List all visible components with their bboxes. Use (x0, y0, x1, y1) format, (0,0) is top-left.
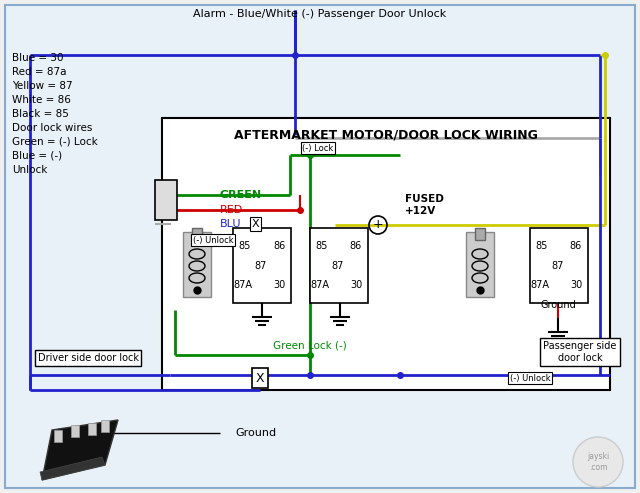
Text: FUSED
+12V: FUSED +12V (405, 194, 444, 216)
Text: (-) Lock: (-) Lock (302, 143, 333, 152)
Text: White = 86: White = 86 (12, 95, 71, 105)
Text: RED: RED (220, 205, 243, 215)
Text: 87: 87 (552, 261, 564, 271)
Text: Red = 87a: Red = 87a (12, 67, 67, 77)
Text: 85: 85 (316, 241, 328, 251)
Bar (233, 228, 291, 303)
Text: +: + (372, 218, 383, 232)
Bar (183, 232, 211, 297)
Text: Ground: Ground (235, 428, 276, 438)
Text: AFTERMARKET MOTOR/DOOR LOCK WIRING: AFTERMARKET MOTOR/DOOR LOCK WIRING (234, 129, 538, 141)
Text: Green = (-) Lock: Green = (-) Lock (12, 137, 98, 147)
Text: 86: 86 (350, 241, 362, 251)
Text: 87A: 87A (234, 280, 253, 290)
Text: GREEN: GREEN (220, 190, 262, 200)
Text: Black = 85: Black = 85 (12, 109, 69, 119)
Text: Yellow = 87: Yellow = 87 (12, 81, 72, 91)
Text: 85: 85 (536, 241, 548, 251)
Text: 87: 87 (255, 261, 267, 271)
Text: (-) Unlock: (-) Unlock (509, 374, 550, 383)
Bar (192, 228, 202, 240)
Text: Blue = 30: Blue = 30 (12, 53, 63, 63)
Text: Passenger side
door lock: Passenger side door lock (543, 341, 617, 363)
Text: 30: 30 (273, 280, 285, 290)
Text: BLU: BLU (220, 219, 241, 229)
Bar (530, 228, 588, 303)
Bar (475, 228, 485, 240)
Bar (54, 430, 62, 442)
Polygon shape (40, 457, 105, 480)
Text: 30: 30 (350, 280, 362, 290)
Text: Alarm - Blue/White (-) Passenger Door Unlock: Alarm - Blue/White (-) Passenger Door Un… (193, 9, 447, 19)
Circle shape (573, 437, 623, 487)
Text: Blue = (-): Blue = (-) (12, 151, 62, 161)
Text: 87A: 87A (310, 280, 330, 290)
Bar (155, 180, 177, 220)
Text: 86: 86 (570, 241, 582, 251)
Text: 85: 85 (239, 241, 251, 251)
Bar (71, 425, 79, 437)
Text: 86: 86 (273, 241, 285, 251)
Bar (310, 228, 368, 303)
Text: X: X (256, 372, 264, 385)
Text: 87A: 87A (531, 280, 550, 290)
Text: (-) Unlock: (-) Unlock (193, 236, 234, 245)
Bar (162, 118, 610, 390)
Text: Unlock: Unlock (12, 165, 47, 175)
Text: Green Lock (-): Green Lock (-) (273, 340, 347, 350)
Polygon shape (42, 420, 118, 480)
Text: 30: 30 (570, 280, 582, 290)
Bar (88, 423, 96, 435)
Text: 87: 87 (332, 261, 344, 271)
Text: X: X (252, 219, 260, 229)
Bar (101, 420, 109, 432)
Bar (466, 232, 494, 297)
Text: Door lock wires: Door lock wires (12, 123, 92, 133)
Text: Ground: Ground (540, 300, 576, 310)
Text: jayski
.com: jayski .com (587, 452, 609, 472)
Text: Driver side door lock: Driver side door lock (38, 353, 138, 363)
